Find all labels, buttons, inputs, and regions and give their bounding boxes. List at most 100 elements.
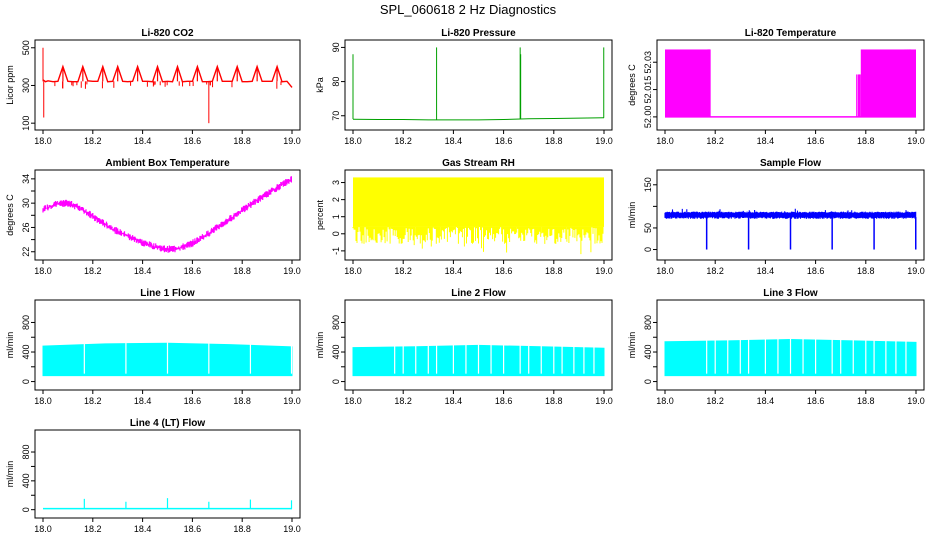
y-tick-label: 400	[643, 345, 653, 360]
y-axis-label: ml/min	[627, 202, 637, 229]
data-band	[665, 49, 708, 117]
x-tick-label: 18.2	[84, 136, 102, 146]
x-tick-label: 18.6	[184, 136, 202, 146]
x-tick-label: 18.6	[495, 136, 513, 146]
panel-line2: Line 2 Flow 18.0 18.2 18.4 18.6 18.8 19.0 0 400 8…	[315, 288, 613, 406]
panel-co2: Li-820 CO2 18.0 18.2 18.4 18.6 18.8 19.0 100 300…	[5, 28, 301, 146]
plot-frame	[34, 429, 301, 519]
x-tick-label: 18.0	[656, 266, 674, 276]
x-tick-label: 18.0	[34, 396, 52, 406]
panel-line1: Line 1 Flow 18.0 18.2 18.4 18.6 18.8 19.0 0 400 8…	[5, 288, 301, 406]
y-axis-label: kPa	[315, 77, 325, 93]
x-tick-label: 18.6	[807, 266, 825, 276]
x-tick-label: 18.4	[445, 396, 463, 406]
x-tick-label: 18.4	[757, 266, 775, 276]
y-tick-label: 300	[21, 78, 31, 93]
x-tick-label: 18.0	[344, 266, 362, 276]
x-tick-label: 18.2	[84, 266, 102, 276]
x-tick-label: 18.0	[656, 396, 674, 406]
y-tick-label: 400	[21, 345, 31, 360]
x-tick-label: 18.4	[445, 136, 463, 146]
y-tick-label: 800	[21, 445, 31, 460]
x-tick-label: 18.0	[34, 524, 52, 534]
panel-title: Ambient Box Temperature	[105, 158, 230, 169]
x-tick-label: 18.8	[233, 136, 251, 146]
panel-rh: Gas Stream RH 18.0 18.2 18.4 18.6 18.8 19.0 -1 0…	[315, 158, 613, 276]
x-tick-label: 18.4	[134, 396, 152, 406]
y-axis-label: degrees C	[5, 194, 15, 236]
y-tick-label: 80	[331, 77, 341, 87]
series-noise	[352, 227, 604, 255]
y-tick-label: 22	[21, 247, 31, 257]
y-tick-label: 50	[643, 223, 653, 233]
x-tick-label: 18.8	[233, 396, 251, 406]
x-tick-label: 18.2	[84, 524, 102, 534]
y-tick-label: 100	[21, 116, 31, 131]
y-tick-label: 500	[21, 40, 31, 55]
panel-title: Line 2 Flow	[451, 288, 506, 299]
plot-frame	[656, 39, 925, 131]
y-tick-label: 52.00	[643, 106, 653, 129]
x-tick-label: 18.0	[344, 136, 362, 146]
x-tick-label: 18.4	[757, 396, 775, 406]
y-axis-label: degrees C	[627, 64, 637, 106]
panel-temperature: Li-820 Temperature 18.0 18.2 18.4 18.6 18.8 19…	[627, 28, 925, 146]
panel-title: Li-820 Pressure	[441, 28, 516, 39]
x-tick-label: 18.4	[445, 266, 463, 276]
x-tick-label: 18.2	[706, 266, 724, 276]
x-tick-label: 18.2	[706, 136, 724, 146]
x-tick-label: 18.6	[184, 396, 202, 406]
y-tick-label: 800	[331, 315, 341, 330]
x-tick-label: 19.0	[595, 136, 613, 146]
y-tick-label: 800	[643, 315, 653, 330]
x-tick-label: 19.0	[595, 266, 613, 276]
x-tick-label: 18.2	[84, 396, 102, 406]
y-axis-label: ml/min	[315, 332, 325, 359]
panel-sample: Sample Flow 18.0 18.2 18.4 18.6 18.8 19.0 0 50 15…	[627, 158, 925, 276]
x-tick-label: 18.0	[34, 136, 52, 146]
y-tick-label: 0	[643, 379, 653, 384]
plot-frame	[344, 169, 613, 261]
series-line4	[43, 498, 293, 510]
panel-title: Li-820 Temperature	[745, 28, 837, 39]
panel-title: Gas Stream RH	[442, 158, 515, 169]
panel-ambient: Ambient Box Temperature 18.0 18.2 18.4 18.6 1…	[5, 158, 301, 276]
x-tick-label: 18.4	[134, 136, 152, 146]
x-tick-label: 18.0	[34, 266, 52, 276]
series-sample	[664, 208, 917, 250]
series-ambient	[42, 176, 292, 253]
series-line3	[664, 335, 917, 377]
series-rh	[352, 177, 604, 255]
y-tick-label: 400	[331, 345, 341, 360]
plot-frame	[656, 299, 925, 391]
x-tick-label: 18.2	[394, 136, 412, 146]
x-tick-label: 18.0	[656, 136, 674, 146]
x-tick-label: 18.0	[344, 396, 362, 406]
x-tick-label: 18.2	[394, 266, 412, 276]
y-tick-label: 26	[21, 222, 31, 232]
x-tick-label: 18.2	[706, 396, 724, 406]
plot-frame	[344, 299, 613, 391]
y-tick-label: 2	[331, 197, 341, 202]
data-band	[353, 177, 604, 227]
series-line2	[352, 341, 605, 377]
y-axis-label: percent	[315, 199, 325, 230]
panel-pressure: Li-820 Pressure 18.0 18.2 18.4 18.6 18.8 19.0 7…	[315, 28, 613, 146]
series-line	[352, 117, 605, 121]
x-tick-label: 19.0	[283, 396, 301, 406]
panel-title: Line 1 Flow	[140, 288, 195, 299]
x-tick-label: 19.0	[907, 396, 925, 406]
x-tick-label: 18.6	[495, 396, 513, 406]
x-tick-label: 18.6	[807, 396, 825, 406]
x-tick-label: 18.8	[857, 396, 875, 406]
x-tick-label: 18.6	[184, 266, 202, 276]
y-tick-label: 1	[331, 214, 341, 219]
y-tick-label: 30	[21, 198, 31, 208]
plot-frame	[34, 299, 301, 391]
x-tick-label: 18.6	[495, 266, 513, 276]
y-tick-label: 52.03	[643, 51, 653, 74]
y-tick-label: 52.015	[643, 76, 653, 104]
y-axis-label: Licor ppm	[5, 65, 15, 105]
x-tick-label: 19.0	[907, 136, 925, 146]
y-tick-label: 3	[331, 180, 341, 185]
